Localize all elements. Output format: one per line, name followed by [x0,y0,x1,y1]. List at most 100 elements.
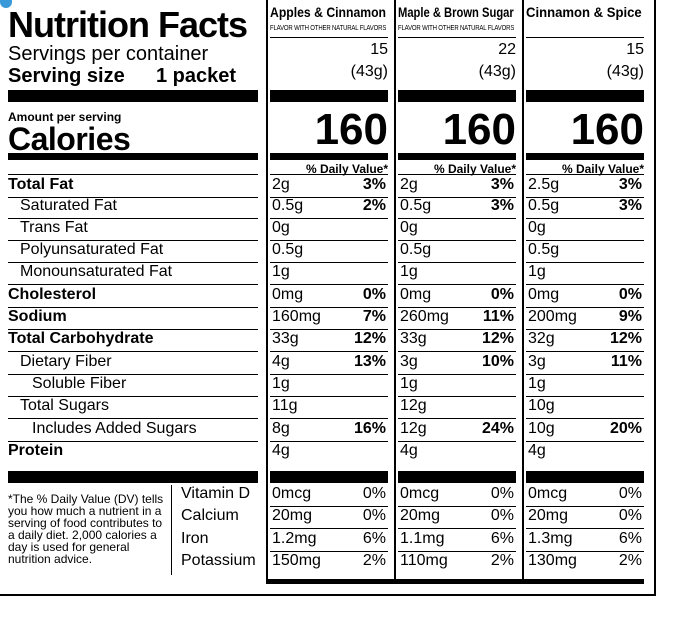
nutrient-daily-value: 3% [362,176,386,193]
vitamin-amount: 0mcg [528,485,568,502]
vitamin-daily-value: 0% [362,485,386,502]
row-divider [8,374,258,375]
row-divider [526,284,644,285]
nutrient-amount: 0.5g [528,197,560,214]
nutrient-daily-value: 7% [362,308,386,325]
calories-value: 160 [442,105,516,154]
nutrient-amount: 1g [272,263,290,280]
vitamin-daily-value: 0% [618,485,642,502]
row-divider [398,418,516,419]
nutrient-amount: 8g [272,420,290,437]
nutrition-facts-panel: Nutrition Facts Servings per container S… [0,0,656,596]
nutrient-name: Sodium [8,308,67,325]
nutrient-daily-value: 12% [353,330,386,347]
daily-value-header: % Daily Value* [561,162,644,176]
nutrient-name: Total Fat [8,176,74,193]
row-divider [526,528,644,529]
vitamin-daily-value: 0% [490,485,514,502]
nutrient-amount: 11g [272,397,298,414]
vitamin-amount: 110mg [400,552,448,569]
row-divider [526,329,644,330]
nutrient-amount: 1g [400,263,418,280]
row-divider [526,506,644,507]
vitamin-amount: 130mg [528,552,577,569]
row-divider [270,418,388,419]
vitamin-daily-value: 0% [618,507,642,524]
vitamin-amount: 1.3mg [528,530,573,547]
nutrient-daily-value: 16% [353,420,386,437]
nutrient-name: Total Sugars [20,397,109,414]
row-divider [526,441,644,442]
row-divider [8,351,258,352]
vitamin-daily-value: 6% [490,530,514,547]
nutrient-name: Dietary Fiber [20,353,112,370]
serving-weight: (43g) [478,63,516,80]
vitamin-amount: 0mcg [272,485,312,502]
row-divider [8,218,258,219]
vitamin-amount: 1.1mg [400,530,445,547]
row-divider [526,351,644,352]
nutrient-daily-value: 13% [353,353,386,370]
row-divider [8,174,258,175]
row-divider [526,174,644,175]
row-divider [398,441,516,442]
nutrient-amount: 0.5g [528,241,560,258]
nutrient-amount: 160mg [272,308,321,325]
nutrient-amount: 2g [272,176,290,193]
thick-rule-calories [8,153,258,160]
row-divider [526,418,644,419]
vitamin-name: Vitamin D [181,485,251,502]
nutrition-facts-title: Nutrition Facts [8,4,248,45]
nutrient-amount: 0.5g [272,197,304,214]
row-divider [398,551,516,552]
serving-size-value: 1 packet [156,65,237,87]
row-divider [270,351,388,352]
nutrient-daily-value: 12% [481,330,514,347]
nutrient-amount: 32g [528,330,555,347]
row-divider [398,329,516,330]
nutrient-amount: 3g [400,353,418,370]
thick-rule [526,471,644,483]
nutrient-amount: 260mg [400,308,449,325]
nutrient-name: Soluble Fiber [32,375,127,392]
servings-value: 15 [626,41,644,58]
thick-rule [526,90,644,102]
calories-value: 160 [570,105,644,154]
vitamin-amount: 150mg [272,552,321,569]
row-divider [270,506,388,507]
daily-value-header: % Daily Value* [305,162,388,176]
thick-rule [270,153,388,160]
nutrient-amount: 200mg [528,308,577,325]
daily-value-footnote: *The % Daily Value (DV) tells you how mu… [8,492,164,566]
vitamin-daily-value: 2% [618,552,642,569]
row-divider [270,307,388,308]
nutrient-amount: 0mg [272,286,304,303]
nutrient-amount: 10g [528,420,555,437]
column-divider [171,485,172,575]
row-divider [526,374,644,375]
row-divider [8,329,258,330]
nutrient-amount: 12g [400,397,427,414]
product-subtitle: FLAVOR WITH OTHER NATURAL FLAVORS [398,23,515,32]
vitamin-daily-value: 2% [490,552,514,569]
nutrient-amount: 1g [400,375,418,392]
nutrient-daily-value: 10% [481,353,514,370]
calories-label: Calories [8,121,131,157]
nutrient-daily-value: 0% [618,286,642,303]
thick-rule [398,471,516,483]
nutrient-daily-value: 3% [490,197,514,214]
daily-value-header: % Daily Value* [433,162,516,176]
nutrient-daily-value: 9% [618,308,642,325]
vitamin-name: Calcium [181,507,239,524]
nutrient-daily-value: 2% [362,197,386,214]
nutrient-name: Polyunsaturated Fat [20,241,164,258]
thick-rule-bottom-left [8,471,258,483]
row-divider [8,307,258,308]
vitamin-amount: 20mg [400,507,441,524]
nutrient-daily-value: 24% [481,420,514,437]
nutrient-amount: 1g [272,375,290,392]
vitamin-amount: 1.2mg [272,530,317,547]
nutrient-daily-value: 3% [618,176,642,193]
row-divider [398,396,516,397]
servings-value: 22 [498,41,516,58]
